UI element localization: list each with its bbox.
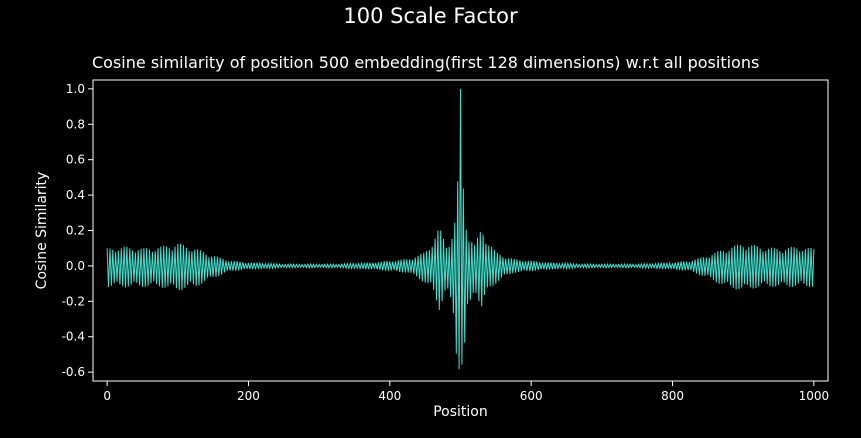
x-tick-label: 400 [378, 389, 401, 403]
y-tick-label: 1.0 [66, 82, 85, 96]
y-tick-label: 0.6 [66, 153, 85, 167]
y-axis-label: Cosine Similarity [34, 172, 50, 290]
x-tick-label: 0 [103, 389, 111, 403]
y-tick-label: 0.4 [66, 188, 85, 202]
y-tick-label: 0.2 [66, 224, 85, 238]
y-tick-label: 0.0 [66, 259, 85, 273]
y-tick-label: -0.2 [62, 294, 85, 308]
y-tick-label: -0.4 [62, 330, 85, 344]
plot-area [106, 88, 815, 370]
x-tick-label: 200 [237, 389, 260, 403]
x-tick-label: 1000 [799, 389, 830, 403]
x-axis-label: Position [433, 404, 488, 420]
y-tick-label: -0.6 [62, 365, 85, 379]
chart-title: Cosine similarity of position 500 embedd… [92, 53, 760, 72]
x-tick-label: 600 [520, 389, 543, 403]
similarity-series-line [106, 88, 815, 370]
figure-title: 100 Scale Factor [343, 4, 518, 28]
axes: 0 200 400 600 800 1000 -0.6 -0.4 -0.2 0.0 0.2 0.4 0.… [62, 82, 830, 403]
x-tick-label: 800 [661, 389, 684, 403]
y-tick-label: 0.8 [66, 117, 85, 131]
